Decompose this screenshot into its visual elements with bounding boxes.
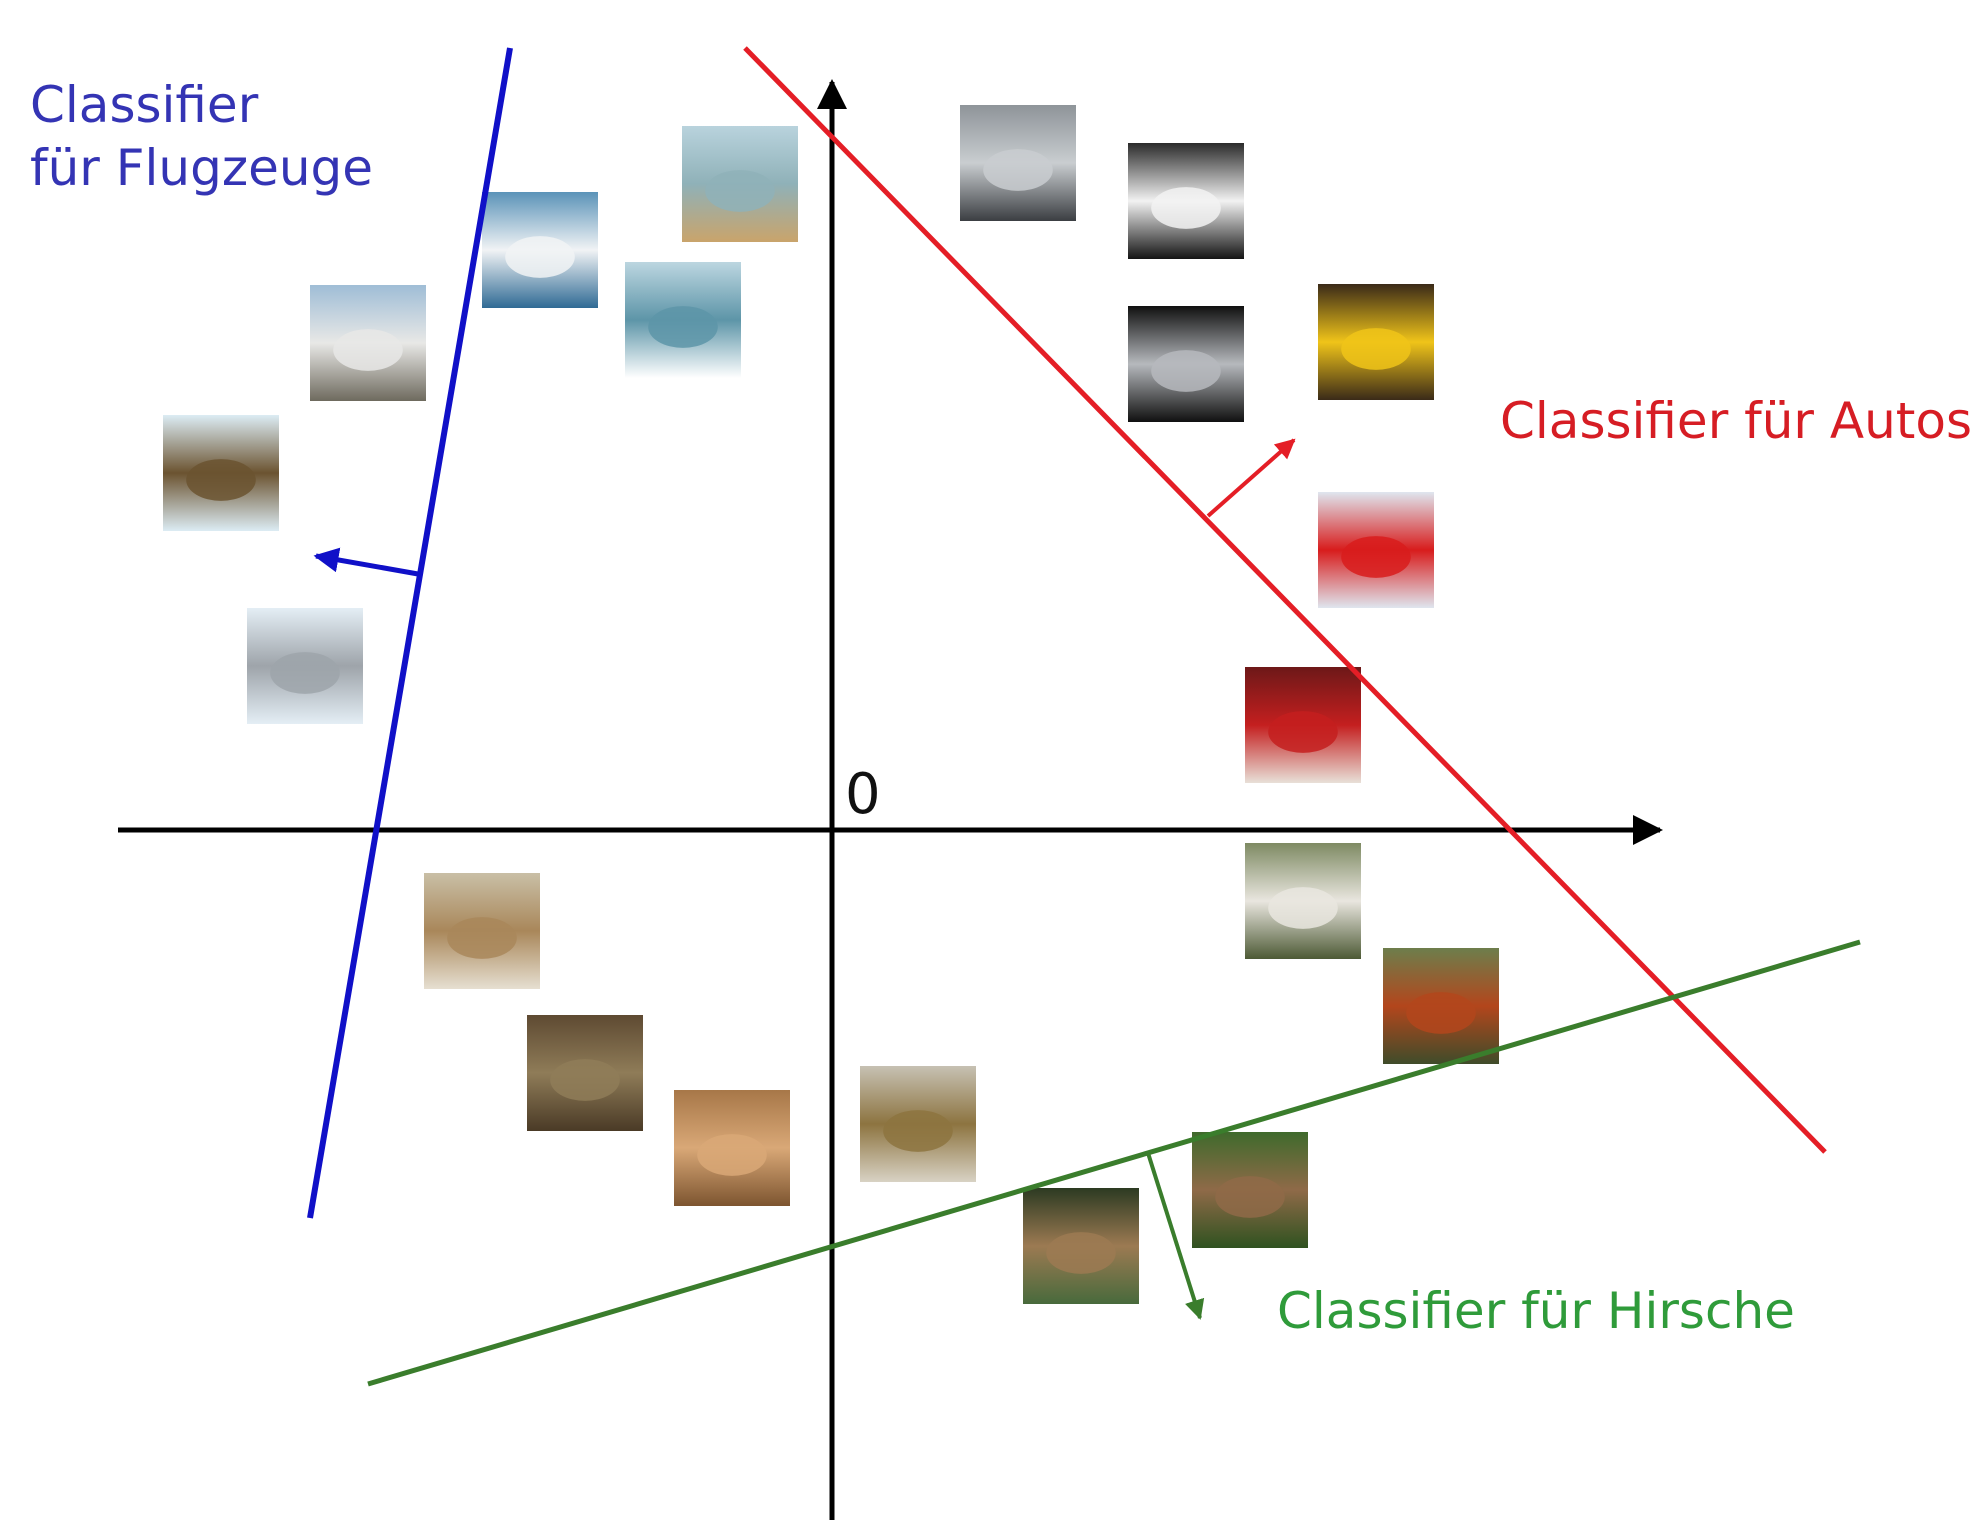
deer-classifier-label: Classifier für Hirsche: [1277, 1282, 1795, 1340]
thumbnail-fire-truck: [1245, 667, 1361, 783]
thumbnail-frog-2: [674, 1090, 790, 1206]
car-classifier-arrow: [1206, 438, 1296, 518]
thumbnail-layer: [163, 105, 1499, 1304]
thumbnail-deer-pair: [1023, 1188, 1139, 1304]
thumbnail-jet-ground: [310, 285, 426, 401]
thumbnail-yacht: [482, 192, 598, 308]
airplane-classifier-label-line2: für Flugzeuge: [30, 138, 374, 197]
airplane-classifier-arrow: [313, 547, 419, 577]
thumbnail-yellow-convertible: [1318, 284, 1434, 400]
thumbnail-deer-bush: [1192, 1132, 1308, 1248]
thumbnail-ship-harbor: [682, 126, 798, 242]
airplane-classifier-line: [307, 47, 513, 1219]
car-classifier-label: Classifier für Autos: [1500, 392, 1973, 450]
thumbnail-sparrow: [860, 1066, 976, 1182]
thumbnail-red-rooster: [1383, 948, 1499, 1064]
thumbnail-white-bmw: [1128, 143, 1244, 259]
deer-classifier-arrow: [1146, 1152, 1205, 1320]
thumbnail-fighter-jet: [163, 415, 279, 531]
thumbnail-cat: [424, 873, 540, 989]
deer-classifier-line: [367, 939, 1861, 1387]
thumbnail-white-rooster: [1245, 843, 1361, 959]
thumbnail-airliner: [247, 608, 363, 724]
thumbnail-frog-1: [527, 1015, 643, 1131]
thumbnail-silver-suv: [960, 105, 1076, 221]
thumbnail-silver-car-rear: [1128, 306, 1244, 422]
origin-label: 0: [845, 762, 881, 827]
airplane-classifier-label: Classifier für Flugzeuge: [30, 74, 373, 199]
airplane-classifier-label-line1: Classifier: [30, 76, 259, 134]
car-classifier-line: [743, 46, 1827, 1154]
thumbnail-speedboat: [625, 262, 741, 378]
thumbnail-red-sportscar: [1318, 492, 1434, 608]
